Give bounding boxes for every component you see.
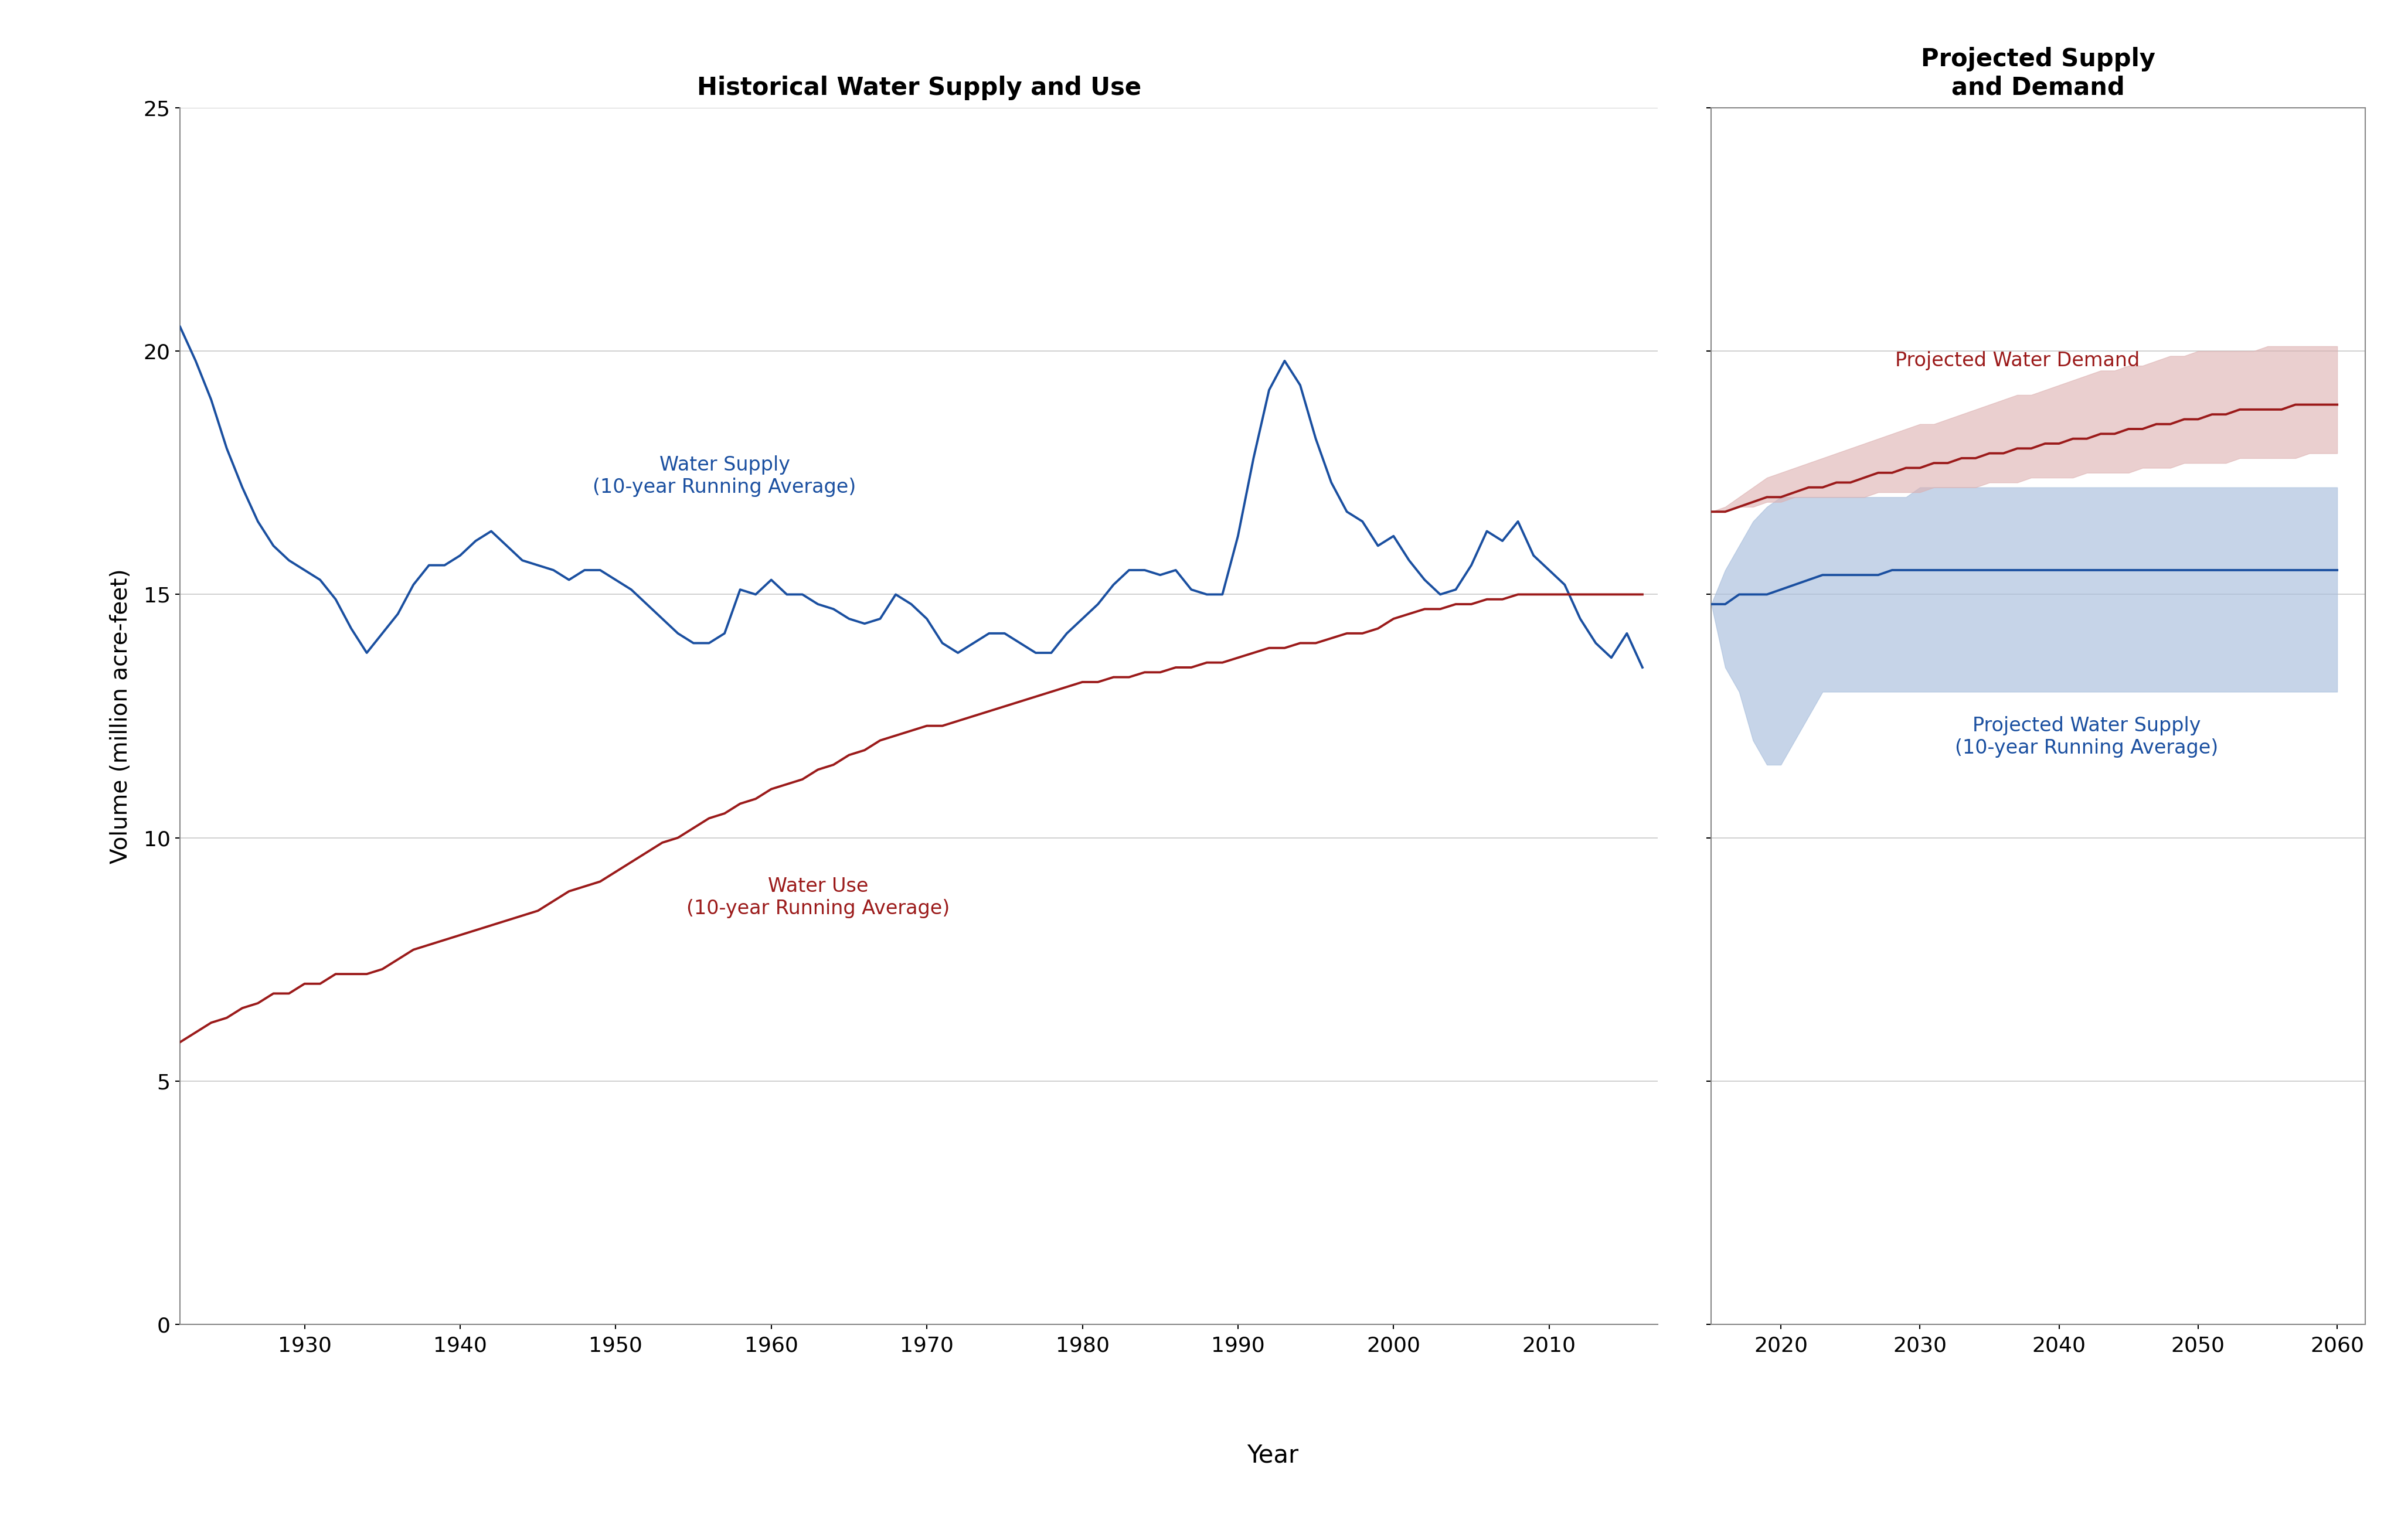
Title: Historical Water Supply and Use: Historical Water Supply and Use	[696, 75, 1140, 100]
Text: Projected Water Supply
(10-year Running Average): Projected Water Supply (10-year Running …	[1954, 716, 2219, 758]
Title: Projected Supply
and Demand: Projected Supply and Demand	[1921, 46, 2156, 100]
Text: Water Use
(10-year Running Average): Water Use (10-year Running Average)	[687, 876, 948, 918]
Text: Year: Year	[1246, 1443, 1299, 1468]
Text: Projected Water Demand: Projected Water Demand	[1894, 351, 2139, 371]
Text: Water Supply
(10-year Running Average): Water Supply (10-year Running Average)	[593, 456, 857, 497]
Y-axis label: Volume (million acre-feet): Volume (million acre-feet)	[110, 568, 132, 864]
